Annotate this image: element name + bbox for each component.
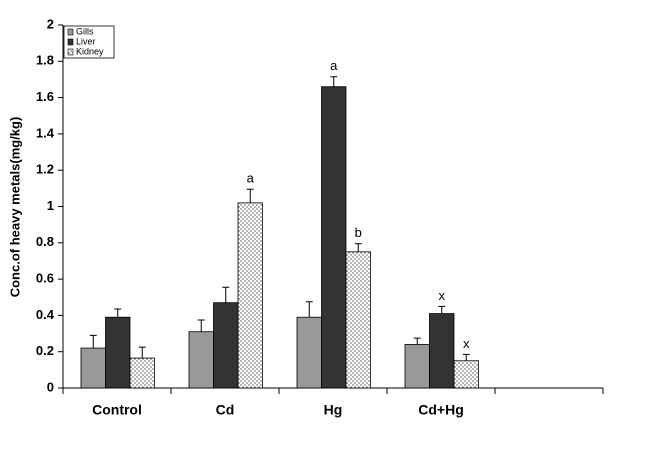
error-bar	[114, 308, 122, 318]
x-tick-label: Control	[92, 402, 142, 418]
error-bar	[89, 334, 97, 349]
y-tick-label: 0	[47, 379, 54, 394]
error-bar	[462, 353, 470, 361]
y-tick-label: 1.8	[36, 53, 54, 68]
error-bar	[197, 319, 205, 332]
bar	[345, 251, 371, 389]
legend-label: Gills	[76, 26, 94, 36]
legend-label: Liver	[76, 36, 96, 46]
y-tick-label: 1.6	[36, 89, 54, 104]
error-bar	[222, 286, 230, 303]
bar	[129, 357, 155, 389]
error-bar	[246, 188, 254, 203]
bar	[429, 313, 455, 389]
x-tick-label: Cd+Hg	[418, 402, 464, 418]
error-bar	[138, 346, 146, 359]
bar	[213, 302, 239, 389]
y-tick-label: 1.2	[36, 162, 54, 177]
error-bar	[330, 76, 338, 87]
error-bar	[354, 243, 362, 252]
y-axis-label: Conc.of heavy metals(mg/kg)	[7, 117, 22, 298]
legend-swatch	[67, 28, 74, 36]
annotation: x	[463, 336, 470, 351]
y-tick-label: 1.4	[36, 125, 55, 140]
bar	[237, 202, 263, 389]
bar	[188, 331, 214, 389]
annotation: a	[247, 171, 255, 186]
legend-label: Kidney	[76, 46, 104, 56]
bar	[105, 316, 131, 389]
error-bar	[305, 301, 313, 318]
y-tick-label: 0.6	[36, 271, 54, 286]
bar	[453, 360, 479, 389]
error-bar	[438, 305, 446, 314]
y-tick-label: 0.2	[36, 343, 54, 358]
bar	[80, 347, 106, 389]
bar	[404, 344, 430, 389]
legend-swatch	[67, 48, 74, 56]
annotation: x	[439, 288, 446, 303]
annotation: b	[355, 225, 362, 240]
x-tick-label: Hg	[324, 402, 343, 418]
y-tick-label: 2	[47, 16, 54, 31]
error-bar	[413, 337, 421, 345]
legend-swatch	[67, 38, 74, 46]
bar	[296, 316, 322, 389]
bar	[321, 86, 347, 389]
y-tick-label: 0.8	[36, 234, 54, 249]
annotation: a	[330, 58, 338, 73]
y-tick-label: 1	[47, 198, 54, 213]
y-tick-label: 0.4	[36, 307, 55, 322]
x-tick-label: Cd	[216, 402, 235, 418]
